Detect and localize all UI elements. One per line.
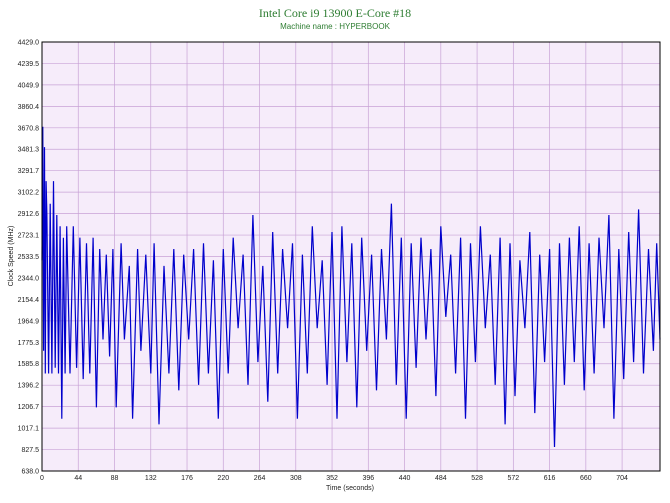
chart-subtitle: Machine name : HYPERBOOK (280, 22, 390, 31)
x-tick-label: 396 (362, 475, 374, 482)
plot-frame (41, 41, 661, 472)
y-tick-label: 2723.1 (18, 233, 40, 240)
y-axis-label: Clock Speed (MHz) (8, 226, 15, 287)
x-tick-label: 440 (399, 475, 411, 482)
x-axis-label: Time (seconds) (326, 485, 374, 492)
x-tick-label: 264 (254, 475, 266, 482)
x-tick-label: 484 (435, 475, 447, 482)
x-tick-label: 0 (40, 475, 44, 482)
y-tick-label: 1585.8 (18, 361, 40, 368)
y-tick-label: 3102.2 (18, 190, 40, 197)
y-tick-label: 3860.4 (18, 104, 40, 111)
y-tick-labels: 4429.0 4239.5 4049.9 3860.4 3670.8 3481.3 3291… (18, 40, 40, 476)
x-tick-label: 220 (217, 475, 229, 482)
y-tick-label: 3481.3 (18, 147, 40, 154)
series-line-clock-speed (41, 126, 661, 448)
y-tick-label: 4429.0 (18, 40, 40, 47)
x-tick-label: 308 (290, 475, 302, 482)
y-tick-label: 4239.5 (18, 61, 40, 68)
x-tick-label: 660 (580, 475, 592, 482)
x-tick-label: 704 (616, 475, 628, 482)
x-tick-labels: 0 44 88 132 176 220 264 308 352 396 440 484 528 572 61… (40, 475, 628, 482)
y-tick-label: 827.5 (21, 447, 39, 454)
y-tick-label: 2344.0 (18, 275, 40, 282)
y-tick-label: 4049.9 (18, 82, 40, 89)
y-tick-label: 3670.8 (18, 125, 40, 132)
y-tick-label: 1206.7 (18, 404, 40, 411)
y-tick-label: 1964.9 (18, 318, 40, 325)
x-tick-label: 572 (507, 475, 519, 482)
y-tick-label: 1775.3 (18, 340, 40, 347)
y-tick-label: 638.0 (21, 469, 39, 476)
chart-title: Intel Core i9 13900 E-Core #18 (259, 6, 411, 20)
y-tick-label: 1396.2 (18, 383, 40, 390)
x-tick-label: 616 (544, 475, 556, 482)
x-tick-label: 132 (145, 475, 157, 482)
x-tick-label: 176 (181, 475, 193, 482)
y-tick-label: 2533.5 (18, 254, 40, 261)
y-tick-label: 2912.6 (18, 211, 40, 218)
y-tick-label: 2154.4 (18, 297, 40, 304)
x-tick-label: 352 (326, 475, 338, 482)
y-tick-label: 3291.7 (18, 168, 40, 175)
x-tick-label: 44 (74, 475, 82, 482)
x-tick-label: 528 (471, 475, 483, 482)
x-tick-label: 88 (111, 475, 119, 482)
y-tick-label: 1017.1 (18, 426, 40, 433)
